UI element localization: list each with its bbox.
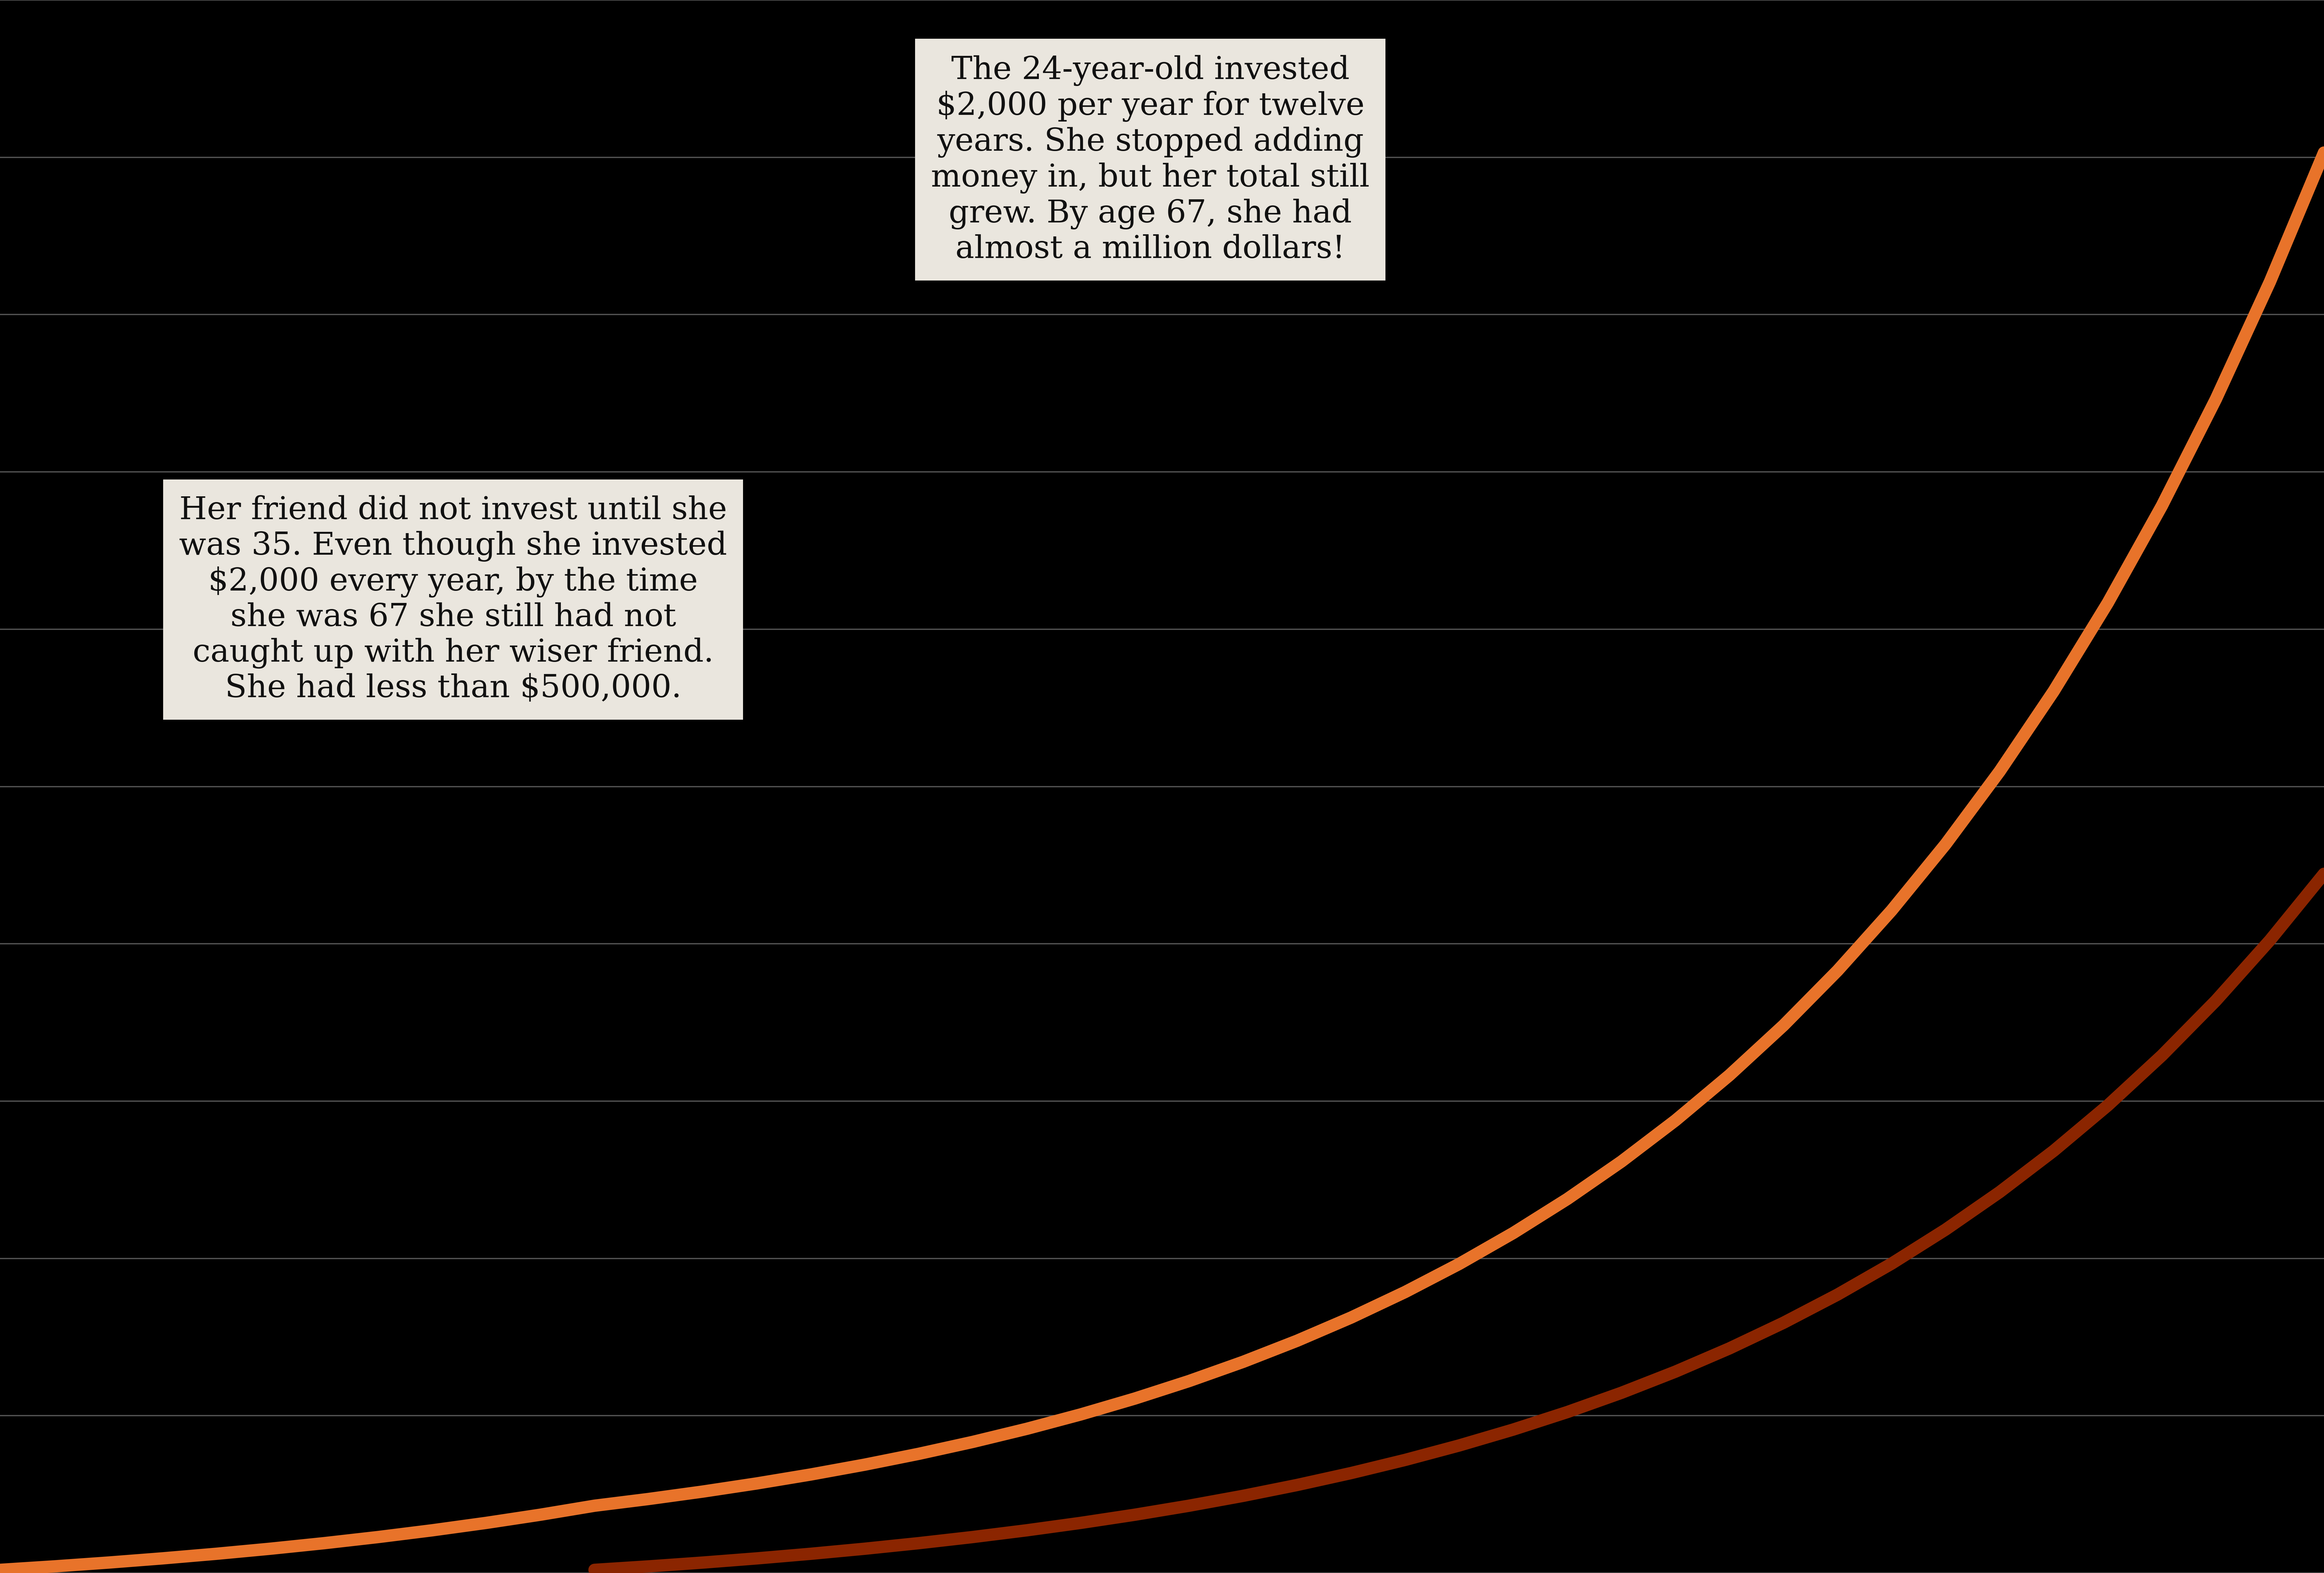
Text: Her friend did not invest until she
was 35. Even though she invested
$2,000 ever: Her friend did not invest until she was … xyxy=(179,495,727,703)
Text: The 24-year-old invested
$2,000 per year for twelve
years. She stopped adding
mo: The 24-year-old invested $2,000 per year… xyxy=(932,55,1369,264)
